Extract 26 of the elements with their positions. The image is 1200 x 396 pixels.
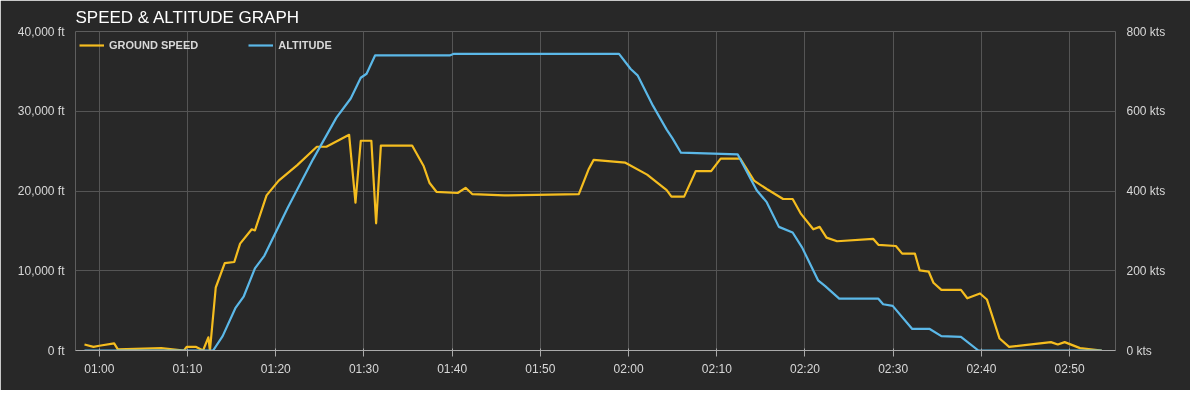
x-tick-label: 01:10 <box>172 361 203 376</box>
y2-tick-label: 0 kts <box>1126 343 1152 358</box>
y-tick-label: 40,000 ft <box>17 24 66 39</box>
legend-label: ALTITUDE <box>278 39 332 51</box>
x-tick-label: 01:30 <box>348 361 380 376</box>
y2-tick-label: 400 kts <box>1126 184 1166 198</box>
x-tick-label: 02:40 <box>966 361 997 376</box>
y2-tick-label: 800 kts <box>1126 24 1166 39</box>
x-tick-label: 02:50 <box>1054 361 1085 376</box>
y2-tick-label: 600 kts <box>1126 104 1166 119</box>
legend-label: GROUND SPEED <box>109 39 199 51</box>
x-tick-label: 02:00 <box>613 361 644 376</box>
x-tick-label: 02:20 <box>789 361 821 376</box>
x-tick-label: 01:00 <box>84 361 115 376</box>
x-tick-label: 02:30 <box>878 361 909 376</box>
x-tick-label: 01:40 <box>437 361 468 376</box>
y-tick-label: 10,000 ft <box>17 263 66 278</box>
x-tick-label: 02:10 <box>701 361 733 376</box>
chart-title: SPEED & ALTITUDE GRAPH <box>75 7 300 27</box>
line-series <box>83 52 1103 351</box>
x-tick-label: 01:50 <box>525 361 556 376</box>
y-tick-label: 0 ft <box>47 343 66 358</box>
y2-tick-label: 200 kts <box>1126 263 1166 278</box>
x-tick-label: 01:20 <box>260 361 292 376</box>
y-tick-label: 30,000 ft <box>17 104 66 119</box>
y-tick-label: 20,000 ft <box>17 184 66 198</box>
